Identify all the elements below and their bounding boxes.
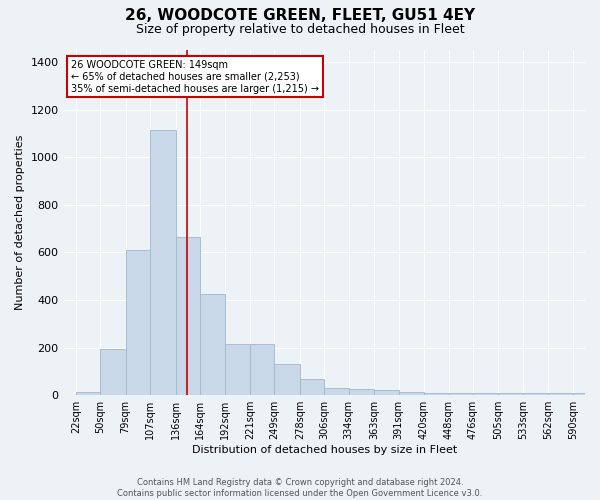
Bar [300,378,324,395]
Bar [548,393,573,395]
Bar [224,344,250,395]
Bar [424,393,449,395]
Bar [398,392,424,395]
Bar [200,294,224,395]
Bar [473,393,499,395]
Bar [499,393,523,395]
Bar [449,393,473,395]
Bar [100,349,125,395]
Y-axis label: Number of detached properties: Number of detached properties [15,135,25,310]
X-axis label: Distribution of detached houses by size in Fleet: Distribution of detached houses by size … [191,445,457,455]
Text: 26 WOODCOTE GREEN: 149sqm
← 65% of detached houses are smaller (2,253)
35% of se: 26 WOODCOTE GREEN: 149sqm ← 65% of detac… [71,60,319,94]
Text: Contains HM Land Registry data © Crown copyright and database right 2024.
Contai: Contains HM Land Registry data © Crown c… [118,478,482,498]
Bar [274,364,300,395]
Bar [176,237,200,395]
Bar [523,393,548,395]
Bar [349,390,374,395]
Bar [324,388,349,395]
Text: 26, WOODCOTE GREEN, FLEET, GU51 4EY: 26, WOODCOTE GREEN, FLEET, GU51 4EY [125,8,475,22]
Bar [125,250,150,395]
Bar [374,390,398,395]
Text: Size of property relative to detached houses in Fleet: Size of property relative to detached ho… [136,22,464,36]
Bar [150,130,176,395]
Bar [76,392,100,395]
Bar [573,393,597,395]
Bar [250,344,274,395]
